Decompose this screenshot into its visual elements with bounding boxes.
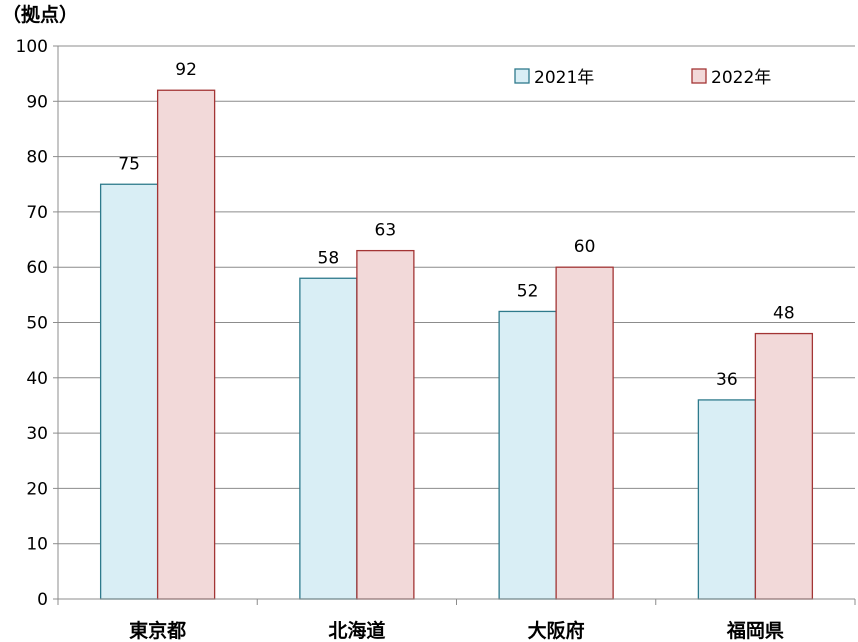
bars: [99, 89, 814, 600]
y-tick-label: 30: [26, 424, 48, 444]
category-label: 大阪府: [528, 619, 585, 642]
axes: [57, 46, 856, 605]
y-tick-label: 20: [26, 479, 48, 499]
data-label: 58: [318, 248, 340, 268]
y-axis-unit-label: （拠点）: [2, 3, 78, 26]
legend-label: 2022年: [711, 68, 771, 88]
y-tick-label: 100: [16, 37, 48, 57]
bar-2021: [498, 310, 557, 600]
bar-2022: [754, 332, 814, 600]
y-tick-label: 90: [26, 92, 48, 112]
y-axis-ticks: 0 10 20 30 40 50 60 70 80 90 100: [16, 37, 58, 610]
data-label: 75: [118, 154, 140, 174]
y-tick-label: 40: [26, 369, 48, 389]
category-label: 東京都: [129, 619, 186, 642]
y-tick-label: 50: [26, 314, 48, 334]
bar-2021: [299, 277, 358, 600]
data-label: 92: [175, 60, 197, 80]
data-label: 60: [574, 237, 596, 257]
category-label: 北海道: [328, 619, 385, 642]
data-label: 48: [773, 304, 795, 324]
bar-2022: [356, 249, 415, 600]
bar-2021: [697, 399, 757, 600]
data-label: 36: [716, 370, 738, 390]
y-tick-label: 80: [26, 148, 48, 168]
bar-2022: [555, 266, 614, 600]
legend-swatch: [691, 68, 707, 84]
data-label: 63: [375, 221, 397, 241]
data-label: 52: [517, 281, 539, 301]
category-label: 福岡県: [726, 619, 784, 642]
y-tick-label: 70: [26, 203, 48, 223]
y-tick-label: 0: [37, 590, 48, 610]
bar-2021: [99, 183, 159, 600]
y-tick-label: 60: [26, 258, 48, 278]
legend-label: 2021年: [534, 68, 594, 88]
legend: 2021年 2022年: [514, 68, 771, 88]
bar-2022: [156, 89, 216, 600]
category-labels: 東京都 北海道 大阪府 福岡県: [129, 619, 784, 642]
data-labels: 75 92 58 63 52 60 36 48: [118, 60, 794, 390]
y-tick-label: 10: [26, 535, 48, 555]
legend-swatch: [514, 68, 530, 84]
